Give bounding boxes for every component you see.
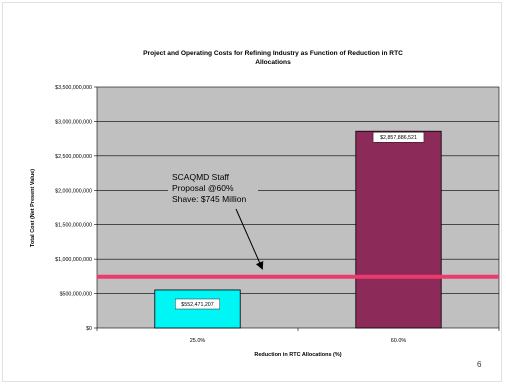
y-tick-label: $2,000,000,000 [55,188,92,194]
y-tick-label: $3,000,000,000 [55,119,92,125]
chart-title: Project and Operating Costs for Refining… [143,50,403,66]
annotation-box [168,170,258,208]
page-number: 6 [477,360,482,369]
slide-border [2,2,502,382]
x-tick-label: 60.0% [391,338,407,344]
data-label-box [175,298,220,310]
data-label-1: $552,471,207 [181,302,213,308]
y-axis-label: Total Cost (Net Present Value) [30,169,36,247]
bars: $552,471,207 $2,857,886,521 [154,130,442,329]
staff-proposal-annotation: SCAQMD Staff Proposal @60% Shave: $745 M… [168,170,264,270]
annotation-line-1: SCAQMD Staff [172,172,230,182]
chart-title-line-2: Allocations [255,59,291,66]
y-axis-ticks: $0 $500,000,000 $1,000,000,000 $1,500,000,0… [55,85,97,332]
y-tick-label: $3,500,000,000 [55,85,92,91]
data-label-2: $2,857,886,521 [380,135,417,141]
y-tick-label: $2,500,000,000 [55,154,92,160]
x-axis-label: Reduction in RTC Allocations (%) [254,352,341,358]
y-tick-label: $0 [86,326,92,332]
annotation-arrow [235,208,264,270]
x-axis-ticks: 25.0% 60.0% [96,328,500,344]
y-tick-label: $1,000,000,000 [55,257,92,263]
annotation-line-2: Proposal @60% [172,183,234,193]
x-tick-label: 25.0% [190,338,206,344]
annotation-line-3: Shave: $745 Million [172,194,246,204]
y-tick-label: $500,000,000 [60,292,92,298]
bar-2 [355,130,442,329]
data-label-box [372,132,425,143]
y-tick-label: $1,500,000,000 [55,223,92,229]
chart-title-line-1: Project and Operating Costs for Refining… [143,50,403,57]
